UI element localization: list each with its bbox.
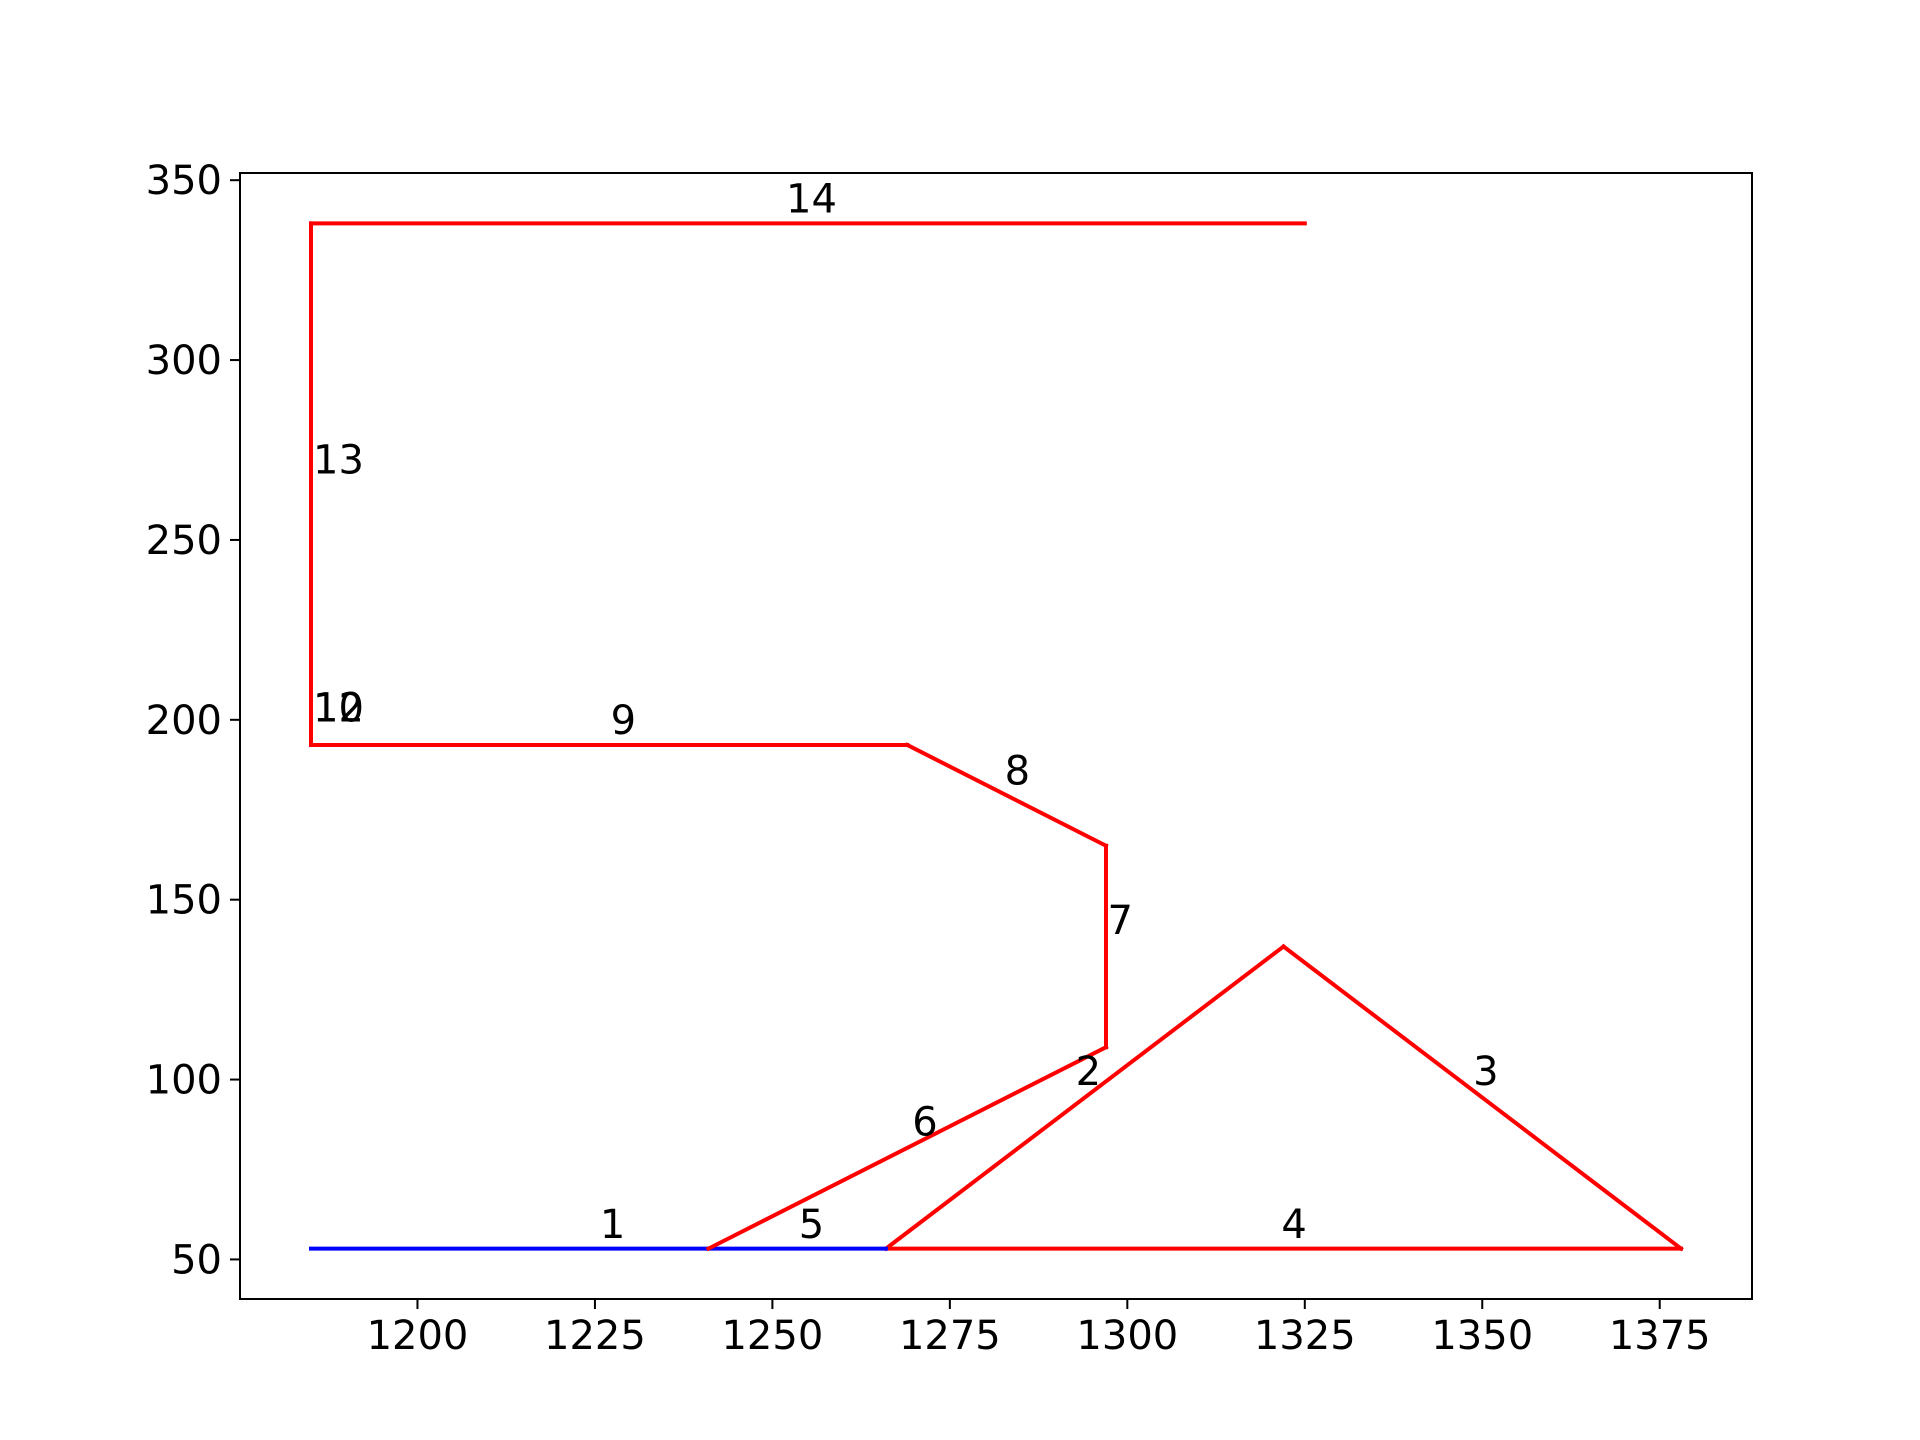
segment-label-1: 1 (600, 1202, 625, 1248)
segment-3 (1280, 943, 1684, 1252)
y-tick-label: 350 (146, 158, 222, 204)
segment-8 (904, 742, 1109, 849)
segment-label-13: 13 (313, 437, 364, 483)
segment-2 (883, 943, 1287, 1252)
segment-label-14: 14 (786, 177, 837, 223)
x-tick-label: 1325 (1254, 1313, 1356, 1359)
segment-label-6: 6 (912, 1099, 937, 1145)
segment-6 (705, 1044, 1109, 1252)
segment-label-4: 4 (1281, 1202, 1306, 1248)
y-tick-label: 50 (171, 1237, 222, 1283)
segment-label-7: 7 (1108, 898, 1133, 944)
x-axis: 1200 1225 1250 1275 1300 1325 1350 1375 (367, 1299, 1711, 1359)
segment-label-12: 12 (313, 686, 364, 732)
segment-label-10: 10 (313, 686, 364, 732)
y-tick-label: 100 (146, 1058, 222, 1104)
y-tick-label: 200 (146, 698, 222, 744)
segment-label-2: 2 (1076, 1049, 1101, 1095)
segment-label-5: 5 (799, 1202, 824, 1248)
y-tick-label: 300 (146, 338, 222, 384)
x-tick-label: 1300 (1076, 1313, 1178, 1359)
segment-label-9: 9 (611, 698, 636, 744)
x-tick-label: 1225 (544, 1313, 646, 1359)
x-tick-label: 1250 (721, 1313, 823, 1359)
y-axis: 50 100 150 200 250 300 350 (146, 158, 240, 1283)
segment-label-8: 8 (1005, 749, 1030, 795)
plot-frame (239, 172, 1753, 1300)
segment-label-3: 3 (1473, 1049, 1498, 1095)
y-tick-label: 150 (146, 878, 222, 924)
x-tick-label: 1275 (899, 1313, 1001, 1359)
x-tick-label: 1375 (1609, 1313, 1711, 1359)
x-tick-label: 1200 (367, 1313, 469, 1359)
segments-layer (309, 221, 1684, 1252)
x-tick-label: 1350 (1431, 1313, 1533, 1359)
y-tick-label: 250 (146, 518, 222, 564)
